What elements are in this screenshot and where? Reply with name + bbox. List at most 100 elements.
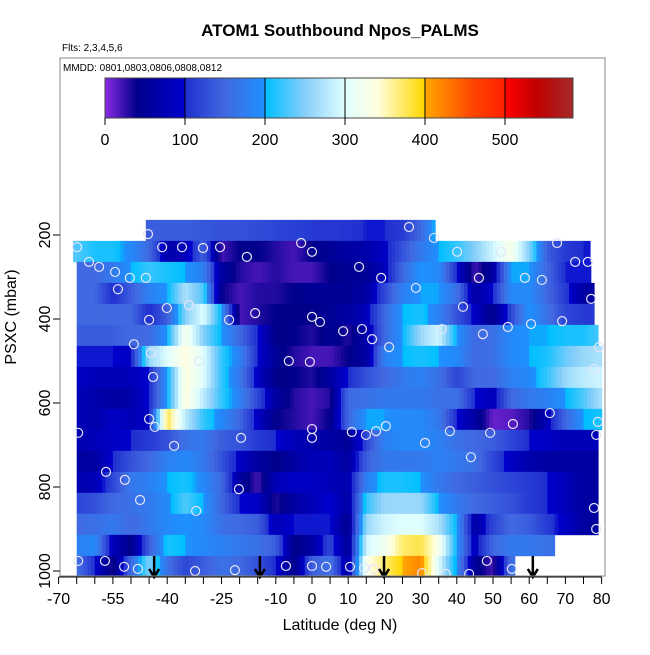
heatmap-cell [134,408,139,431]
heatmap-cell [228,534,233,557]
heatmap-cell [109,387,114,410]
heatmap-cell [540,303,545,326]
heatmap-cell [254,429,259,452]
heatmap-cell [221,471,226,494]
heatmap-cell [445,555,451,577]
heatmap-cell [156,366,161,389]
heatmap-cell [297,471,302,494]
heatmap-cell [293,345,299,368]
heatmap-cell [409,492,414,515]
heatmap-cell [232,534,237,557]
heatmap-cell [76,513,81,536]
heatmap-cell [120,471,125,494]
heatmap-cell [337,450,342,473]
heatmap-cell [254,261,259,284]
heatmap-cell [188,555,194,577]
heatmap-cell [359,534,364,557]
heatmap-cell [250,429,255,452]
heatmap-cell [503,366,509,389]
heatmap-cell [532,534,538,557]
heatmap-cell [301,492,306,515]
heatmap-cell [221,513,226,536]
heatmap-cell [185,240,190,263]
heatmap-cell [268,219,274,242]
heatmap-cell [145,555,150,577]
heatmap-cell [91,345,96,368]
heatmap-cell [200,219,205,242]
heatmap-cell [413,345,418,368]
heatmap-cell [579,408,585,431]
heatmap-cell [569,450,574,473]
heatmap-cell [232,366,237,389]
heatmap-cell [388,366,393,389]
heatmap-cell [442,534,447,557]
heatmap-cell [427,555,433,577]
x-tick-label: 80 [593,591,611,608]
heatmap-cell [181,282,186,305]
heatmap-cell [138,492,143,515]
sample-marker [384,342,395,353]
heatmap-cell [131,408,136,431]
heatmap-cell [102,366,107,389]
heatmap-cell [424,366,429,389]
heatmap-cell [543,387,548,410]
heatmap-cell [456,450,462,473]
heatmap-cell [529,261,534,284]
heatmap-cell [424,387,429,410]
heatmap-cell [94,408,100,431]
heatmap-cell [503,450,509,473]
heatmap-cell [203,345,208,368]
heatmap-cell [181,303,186,326]
heatmap-cell [283,513,288,536]
heatmap-cell [174,492,179,515]
heatmap-cell [188,492,194,515]
heatmap-cell [391,429,396,452]
heatmap-cell [196,513,201,536]
heatmap-cell [87,261,92,284]
heatmap-cell [337,534,342,557]
heatmap-cell [261,429,266,452]
heatmap-cell [258,219,263,242]
heatmap-cell [424,282,429,305]
heatmap-cell [98,261,103,284]
heatmap-cell [514,513,519,536]
heatmap-cell [91,534,96,557]
heatmap-cell [554,492,559,515]
heatmap-cell [482,450,487,473]
heatmap-cell [185,324,190,347]
heatmap-cell [561,345,566,368]
heatmap-cell [532,282,538,305]
heatmap-cell [369,513,375,536]
heatmap-cell [272,282,277,305]
heatmap-cell [210,513,215,536]
heatmap-cell [445,366,451,389]
heatmap-cell [344,534,349,557]
heatmap-cell [449,366,454,389]
heatmap-cell [377,345,382,368]
heatmap-cell [514,534,519,557]
heatmap-cell [315,387,320,410]
heatmap-cell [152,387,157,410]
heatmap-cell [98,324,103,347]
heatmap-cell [485,303,490,326]
heatmap-cell [485,555,490,577]
heatmap-cell [391,492,396,515]
heatmap-cell [243,555,248,577]
heatmap-cell [540,282,545,305]
heatmap-cell [250,345,255,368]
heatmap-cell [398,387,404,410]
heatmap-cell [214,219,219,242]
heatmap-cell [576,471,581,494]
heatmap-cell [217,324,223,347]
heatmap-cell [123,366,128,389]
heatmap-cell [359,261,364,284]
heatmap-cell [257,429,262,452]
heatmap-cell [540,534,545,557]
sample-marker [551,237,563,249]
heatmap-cell [467,324,472,347]
heatmap-cell [203,408,208,431]
heatmap-cell [116,429,121,452]
heatmap-cell [91,555,96,577]
heatmap-row [76,471,599,494]
heatmap-cell [521,366,527,389]
